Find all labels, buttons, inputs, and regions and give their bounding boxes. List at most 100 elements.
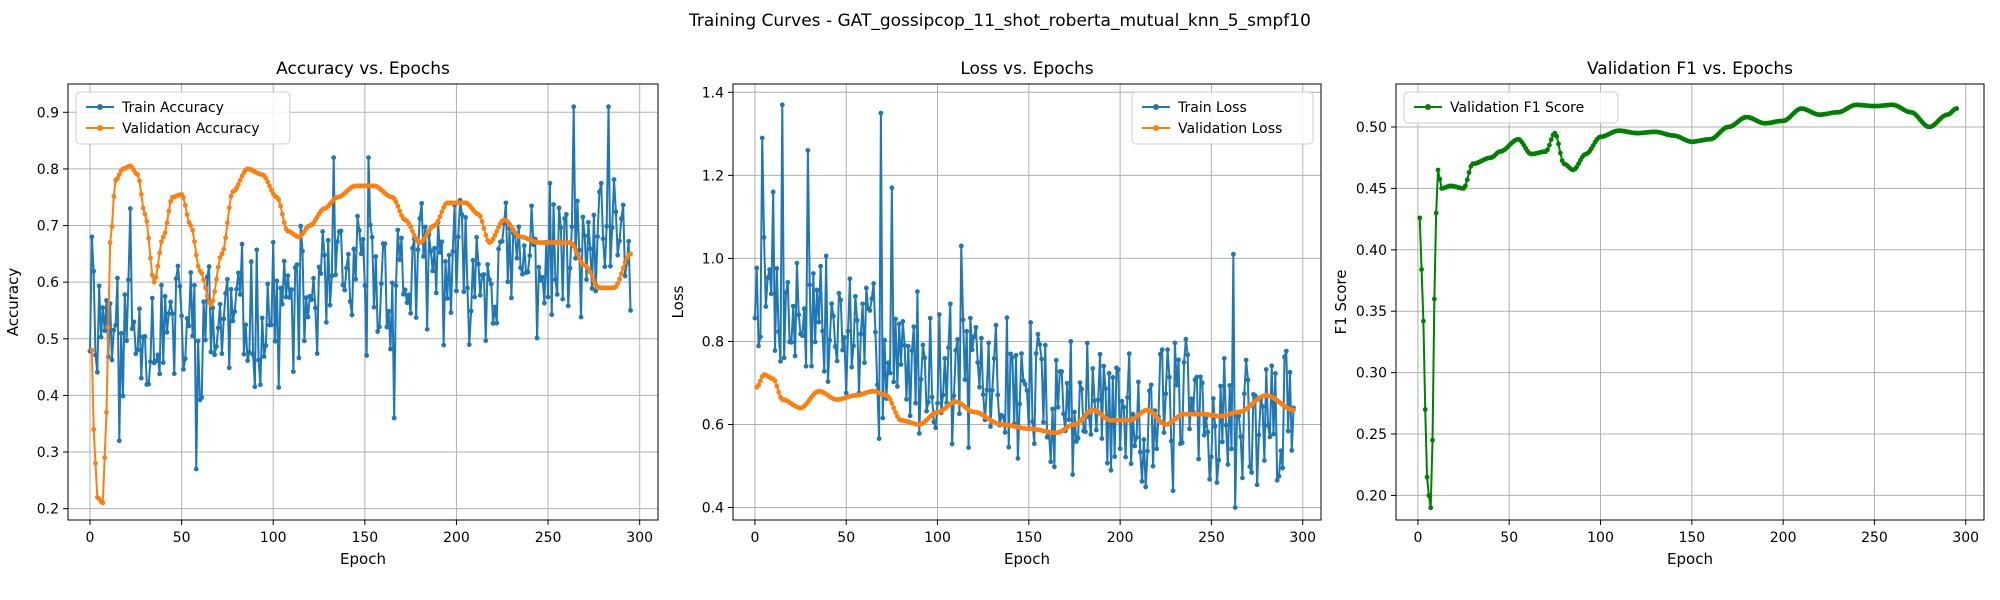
data-point [1130,411,1136,417]
data-point [993,322,999,328]
data-point [468,308,474,314]
data-point [476,261,481,267]
data-point [607,263,613,269]
data-point [281,258,287,264]
data-point [290,369,296,375]
data-point [509,295,514,301]
data-point [234,286,239,292]
data-point [399,235,404,241]
data-point [1280,465,1286,471]
data-point [761,234,767,240]
data-point [424,326,430,332]
chart-panel-3: 0 50 100 150 200 250 300 0.20 0.25 0.30 0.35 0.40 0.… [1332,59,1985,568]
data-point [300,248,305,254]
data-point [1004,315,1010,321]
data-point [527,253,533,259]
data-point [1121,404,1127,410]
data-point [1174,382,1180,388]
data-point [188,270,194,275]
data-point [1050,406,1055,412]
data-point [1464,177,1470,183]
data-point [1185,352,1191,358]
x-tick-label: 100 [1587,530,1614,546]
data-point [587,246,593,252]
data-point [823,253,829,259]
x-tick-label: 0 [1413,530,1422,546]
data-point [93,352,98,358]
x-axis-label: Epoch [1004,550,1050,568]
data-point [109,357,115,363]
y-tick-label: 0.9 [37,105,59,121]
data-point [433,290,439,296]
data-point [463,215,469,220]
y-tick-label: 0.25 [1356,427,1387,443]
data-point [1417,215,1423,221]
data-point [618,216,624,222]
data-point [179,313,185,319]
data-point [1267,434,1273,440]
series-validation-f1-score [1417,102,1960,511]
data-point [1430,437,1435,443]
data-point [366,155,371,161]
data-point [276,385,282,390]
data-point [847,276,853,282]
data-point [349,312,355,318]
data-point [902,342,908,348]
data-point [490,236,496,242]
data-point [96,283,102,289]
data-point [1061,411,1066,417]
data-point [137,306,142,312]
y-tick-label: 0.30 [1356,366,1387,382]
data-point [971,334,977,340]
data-point [257,382,263,388]
data-point [309,297,315,303]
data-point [896,321,902,327]
data-point [1157,351,1163,357]
data-point [417,216,423,221]
data-point [327,302,333,308]
data-point [254,247,260,253]
data-point [239,241,245,247]
data-point [190,227,196,233]
data-point [776,329,782,335]
data-point [574,251,580,257]
data-point [325,237,331,243]
data-point [874,382,880,388]
data-point [947,301,953,307]
data-point [461,289,467,295]
data-point [203,285,208,291]
data-point [1101,363,1107,369]
data-point [1556,141,1561,147]
data-point [1196,456,1202,462]
data-point [989,387,995,393]
data-point [353,276,359,282]
data-point [149,272,155,278]
data-point [402,287,408,293]
data-point [1433,210,1439,216]
data-point [1110,375,1116,380]
data-point [182,202,188,208]
data-point [201,277,206,283]
data-point [268,187,274,193]
data-point [1274,477,1280,483]
data-point [360,236,366,242]
data-point [93,460,98,466]
data-point [858,331,864,337]
data-point [223,235,228,241]
data-point [1044,434,1050,440]
data-point [1041,419,1046,425]
data-point [219,351,225,357]
data-point [153,275,159,280]
data-point [102,328,108,334]
data-point [613,209,619,215]
data-point [496,246,501,252]
data-point [182,356,188,362]
data-point [1238,434,1244,440]
data-point [1227,383,1233,388]
data-point [622,273,628,279]
data-point [1229,446,1234,452]
data-point [752,315,758,321]
data-point [305,314,311,320]
data-point [279,211,285,217]
data-point [558,225,564,231]
